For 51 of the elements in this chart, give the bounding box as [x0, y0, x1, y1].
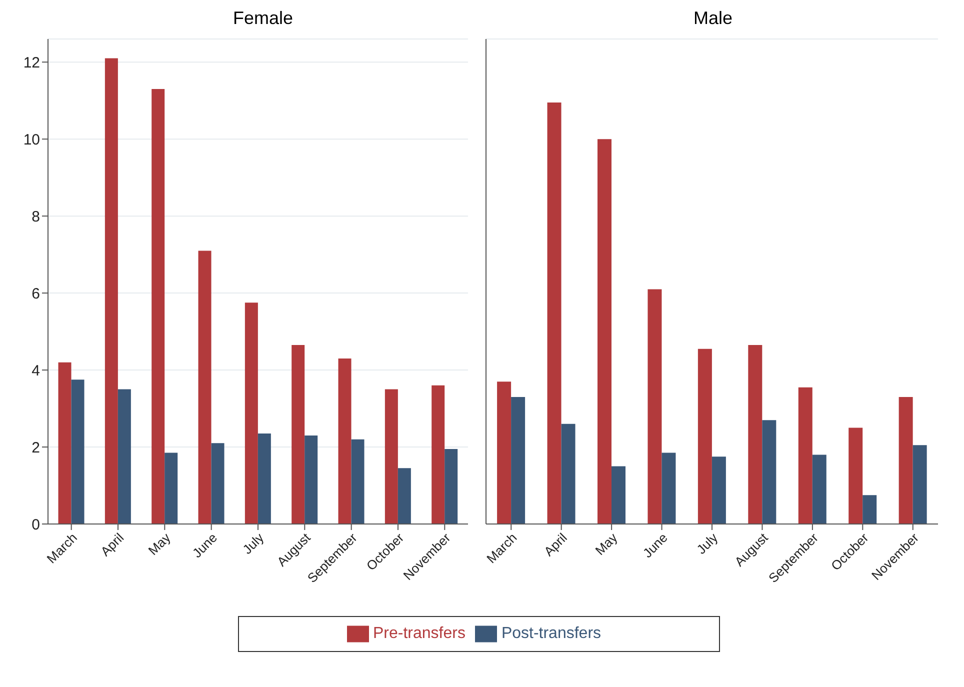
- bar: [258, 434, 271, 524]
- legend-label: Post-transfers: [501, 625, 602, 642]
- bar: [497, 382, 512, 524]
- bar: [812, 454, 826, 524]
- bar: [304, 435, 318, 524]
- bar: [611, 466, 626, 524]
- bar: [597, 139, 612, 524]
- x-tick-label: July: [240, 530, 267, 557]
- bar: [118, 389, 131, 524]
- bar: [152, 89, 165, 524]
- bar: [384, 389, 398, 524]
- bar: [244, 302, 258, 524]
- legend-label: Pre-transfers: [372, 625, 466, 642]
- bar: [898, 396, 913, 524]
- bar: [71, 380, 84, 524]
- bar: [848, 428, 863, 524]
- bar: [561, 424, 576, 524]
- bar: [164, 452, 178, 524]
- bar: [292, 345, 305, 524]
- chart-title: Male: [692, 8, 734, 30]
- y-tick-label: 12: [23, 54, 40, 72]
- y-tick-label: 2: [32, 439, 40, 456]
- bar: [198, 250, 212, 524]
- x-tick-label: July: [694, 530, 721, 557]
- y-tick-label: 8: [32, 208, 40, 226]
- bar: [547, 102, 562, 524]
- chart-title: Female: [232, 8, 294, 30]
- bar: [762, 420, 776, 524]
- bar: [444, 448, 458, 524]
- x-tick-label: May: [145, 530, 174, 558]
- bar: [104, 58, 118, 524]
- bar: [712, 456, 726, 524]
- y-tick-label: 10: [23, 131, 40, 148]
- bar: [338, 358, 352, 524]
- bar: [648, 289, 662, 524]
- bar: [398, 468, 411, 524]
- bar: [662, 452, 676, 524]
- bar: [748, 345, 762, 524]
- bar: [58, 362, 72, 524]
- bar: [432, 385, 445, 524]
- bar: [798, 387, 812, 524]
- bar: [351, 439, 364, 524]
- y-tick-label: 6: [32, 285, 40, 302]
- bar: [511, 396, 526, 524]
- y-tick-label: 0: [32, 516, 40, 534]
- x-tick-label: May: [592, 530, 621, 558]
- y-tick-label: 4: [32, 362, 40, 380]
- bar: [912, 445, 927, 524]
- bar: [698, 348, 712, 524]
- bar: [862, 495, 877, 524]
- bar: [211, 443, 224, 524]
